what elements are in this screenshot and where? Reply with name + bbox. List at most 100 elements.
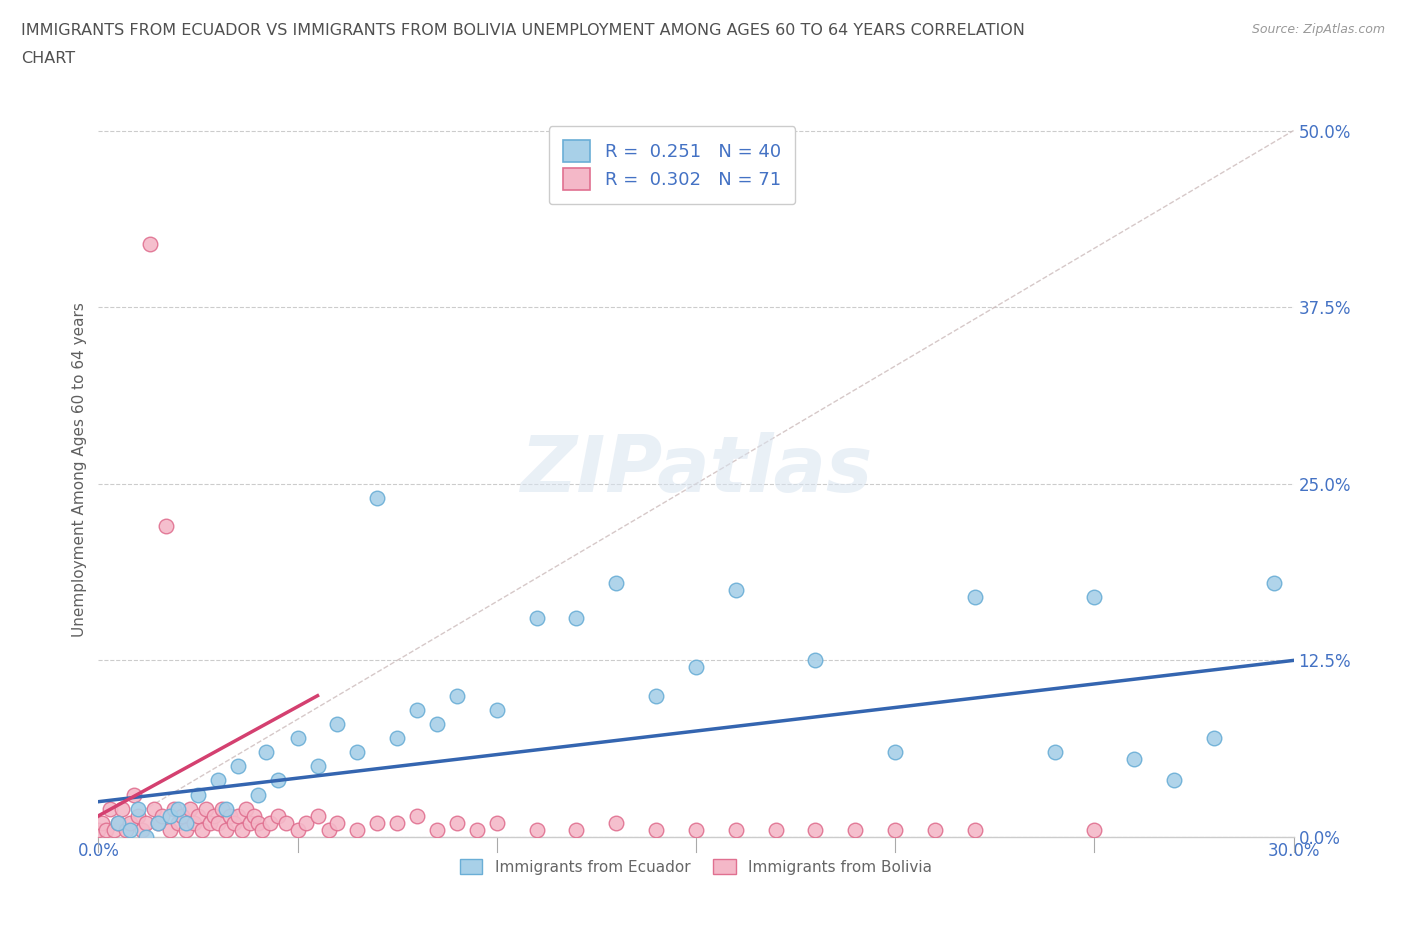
Point <box>406 702 429 717</box>
Text: Source: ZipAtlas.com: Source: ZipAtlas.com <box>1251 23 1385 36</box>
Point <box>844 822 866 837</box>
Point <box>924 822 946 837</box>
Point <box>222 816 245 830</box>
Point <box>307 759 329 774</box>
Point <box>274 816 297 830</box>
Point <box>246 787 269 802</box>
Point <box>235 802 257 817</box>
Point <box>231 822 253 837</box>
Text: ZIPatlas: ZIPatlas <box>520 432 872 508</box>
Point <box>239 816 262 830</box>
Point <box>385 816 409 830</box>
Text: CHART: CHART <box>21 51 75 66</box>
Point <box>307 808 329 823</box>
Point <box>884 745 907 760</box>
Point <box>187 787 209 802</box>
Point <box>366 490 388 505</box>
Point <box>326 816 349 830</box>
Point <box>645 688 668 703</box>
Point <box>724 822 747 837</box>
Point <box>226 759 249 774</box>
Point <box>159 822 181 837</box>
Point <box>246 816 269 830</box>
Point <box>135 816 157 830</box>
Point <box>103 822 125 837</box>
Point <box>91 816 114 830</box>
Point <box>174 822 197 837</box>
Point <box>605 816 627 830</box>
Point <box>804 822 827 837</box>
Point <box>426 822 449 837</box>
Point <box>127 802 149 817</box>
Point <box>1043 745 1066 760</box>
Point <box>172 808 194 823</box>
Point <box>98 802 122 817</box>
Point <box>215 802 238 817</box>
Point <box>167 802 190 817</box>
Point <box>135 830 157 844</box>
Point <box>366 816 388 830</box>
Point <box>485 702 508 717</box>
Point <box>526 611 548 626</box>
Point <box>167 816 190 830</box>
Point <box>215 822 238 837</box>
Point <box>174 816 197 830</box>
Point <box>446 816 468 830</box>
Point <box>884 822 907 837</box>
Point <box>207 816 229 830</box>
Point <box>485 816 508 830</box>
Point <box>107 816 129 830</box>
Point <box>139 236 162 251</box>
Point <box>163 802 186 817</box>
Point <box>131 822 153 837</box>
Point <box>565 611 588 626</box>
Point <box>198 816 221 830</box>
Point <box>346 745 368 760</box>
Point <box>426 716 449 731</box>
Point <box>963 822 986 837</box>
Point <box>124 787 146 802</box>
Point <box>804 653 827 668</box>
Point <box>565 822 588 837</box>
Point <box>267 808 290 823</box>
Point <box>250 822 273 837</box>
Point <box>326 716 349 731</box>
Point <box>1202 731 1225 746</box>
Point <box>183 816 205 830</box>
Point <box>120 822 142 837</box>
Point <box>155 519 177 534</box>
Point <box>96 822 118 837</box>
Point <box>243 808 266 823</box>
Point <box>963 590 986 604</box>
Point <box>107 816 129 830</box>
Point <box>1123 751 1146 766</box>
Point <box>294 816 316 830</box>
Point <box>385 731 409 746</box>
Point <box>219 808 242 823</box>
Point <box>148 816 170 830</box>
Point <box>127 808 149 823</box>
Legend: Immigrants from Ecuador, Immigrants from Bolivia: Immigrants from Ecuador, Immigrants from… <box>454 853 938 881</box>
Point <box>346 822 368 837</box>
Y-axis label: Unemployment Among Ages 60 to 64 years: Unemployment Among Ages 60 to 64 years <box>72 302 87 637</box>
Point <box>202 808 225 823</box>
Point <box>148 816 170 830</box>
Point <box>187 808 209 823</box>
Point <box>87 822 110 837</box>
Point <box>465 822 488 837</box>
Point <box>1083 590 1105 604</box>
Point <box>267 773 290 788</box>
Point <box>287 731 309 746</box>
Text: IMMIGRANTS FROM ECUADOR VS IMMIGRANTS FROM BOLIVIA UNEMPLOYMENT AMONG AGES 60 TO: IMMIGRANTS FROM ECUADOR VS IMMIGRANTS FR… <box>21 23 1025 38</box>
Point <box>191 822 214 837</box>
Point <box>685 822 707 837</box>
Point <box>211 802 233 817</box>
Point <box>115 822 138 837</box>
Point <box>143 802 166 817</box>
Point <box>150 808 173 823</box>
Point <box>1083 822 1105 837</box>
Point <box>259 816 281 830</box>
Point <box>605 576 627 591</box>
Point <box>287 822 309 837</box>
Point <box>120 816 142 830</box>
